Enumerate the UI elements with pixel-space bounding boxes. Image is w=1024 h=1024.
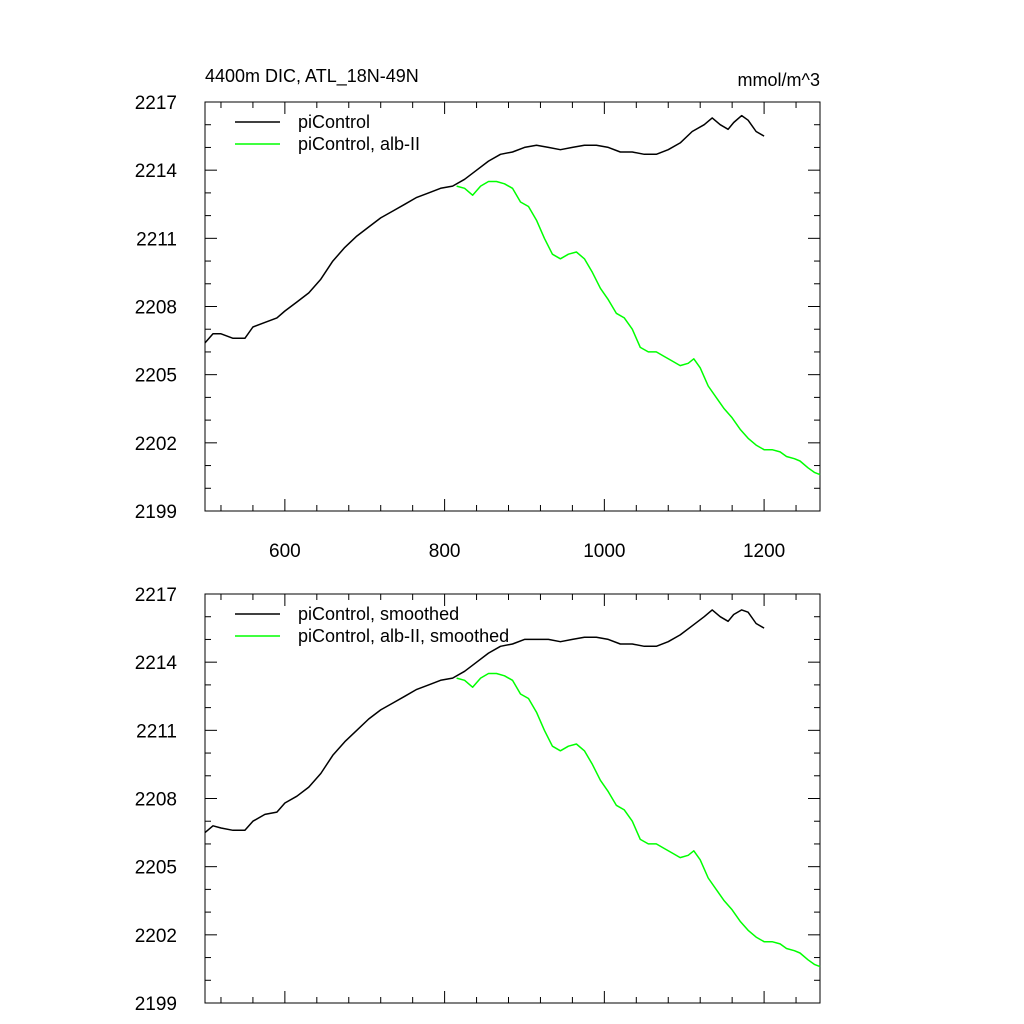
series-line-picontrol-alb-ii	[456, 180, 821, 476]
y-tick-label: 2214	[135, 161, 178, 182]
x-tick-label: 800	[429, 541, 461, 562]
y-tick-label: 2217	[135, 585, 177, 606]
y-tick-label: 2214	[135, 653, 178, 674]
x-tick-label: 600	[269, 541, 301, 562]
legend-label: piControl, alb-II	[298, 134, 420, 154]
series-line-picontrol-alb-ii	[456, 672, 821, 968]
units-label: mmol/m^3	[738, 70, 820, 90]
y-tick-label: 2211	[136, 721, 177, 742]
legend-label: piControl	[298, 112, 370, 132]
panel-top: 2199 2202 2205 2208 2211 2214 2217 600 800 1000 12…	[135, 93, 821, 562]
plot-frame	[204, 593, 821, 1004]
panel-bottom: 2199 2202 2205 2208 2211 2214 2217 piControl, s…	[135, 585, 821, 1015]
legend-label: piControl, smoothed	[298, 604, 459, 624]
y-tick-label: 2202	[135, 434, 177, 455]
y-tick-label: 2208	[135, 298, 177, 319]
y-tick-label: 2217	[135, 93, 177, 114]
legend-label: piControl, alb-II, smoothed	[298, 626, 509, 646]
y-tick-label: 2208	[135, 790, 177, 811]
y-tick-label: 2199	[135, 994, 177, 1015]
x-tick-label: 1200	[743, 541, 785, 562]
y-tick-label: 2199	[135, 502, 177, 523]
chart-title: 4400m DIC, ATL_18N-49N	[205, 66, 419, 87]
series-line-picontrol	[204, 609, 765, 834]
y-tick-label: 2211	[136, 229, 177, 250]
y-tick-label: 2202	[135, 926, 177, 947]
plot-frame	[204, 101, 821, 512]
x-tick-label: 1000	[583, 541, 625, 562]
y-tick-label: 2205	[135, 366, 177, 387]
series-line-picontrol	[204, 114, 765, 344]
y-tick-label: 2205	[135, 858, 177, 879]
